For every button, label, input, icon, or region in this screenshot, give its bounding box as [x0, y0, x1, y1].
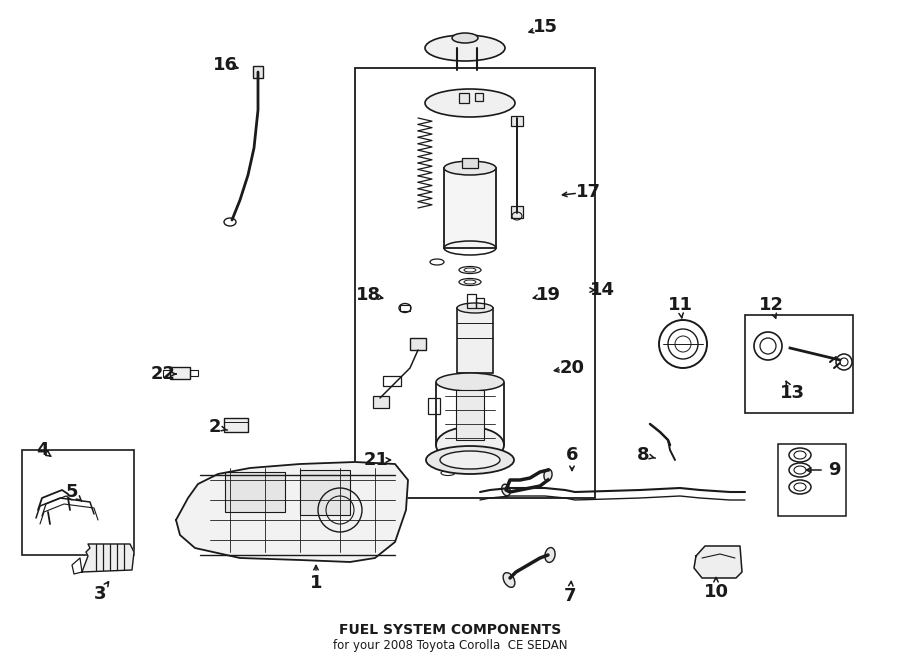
Text: 20: 20	[560, 359, 584, 377]
Bar	[778, 444, 846, 516]
Text: 13: 13	[779, 384, 805, 402]
Text: 12: 12	[759, 296, 784, 314]
Text: 16: 16	[212, 56, 238, 74]
Text: 22: 22	[150, 365, 176, 383]
Bar	[253, 66, 263, 78]
Bar	[476, 298, 484, 308]
Polygon shape	[82, 544, 134, 572]
Bar	[383, 376, 401, 386]
Bar	[462, 158, 478, 168]
Bar	[457, 308, 493, 373]
Bar	[300, 470, 350, 515]
Bar	[224, 418, 248, 432]
Text: 3: 3	[94, 585, 106, 603]
Bar	[467, 294, 476, 308]
Text: 21: 21	[364, 451, 389, 469]
Bar	[475, 93, 483, 101]
Ellipse shape	[440, 451, 500, 469]
Ellipse shape	[426, 446, 514, 474]
Bar	[456, 390, 484, 440]
Bar	[511, 116, 523, 126]
Ellipse shape	[503, 572, 515, 588]
Text: 1: 1	[310, 574, 322, 592]
Text: for your 2008 Toyota Corolla  CE SEDAN: for your 2008 Toyota Corolla CE SEDAN	[333, 639, 567, 652]
Ellipse shape	[425, 35, 505, 61]
Polygon shape	[694, 546, 742, 578]
Bar	[225, 472, 285, 512]
Ellipse shape	[457, 303, 493, 313]
Text: 4: 4	[36, 441, 49, 459]
Ellipse shape	[501, 485, 510, 496]
Bar	[400, 305, 410, 311]
Text: 5: 5	[66, 483, 78, 501]
Text: FUEL SYSTEM COMPONENTS: FUEL SYSTEM COMPONENTS	[339, 623, 561, 637]
Bar	[163, 370, 170, 377]
Bar	[511, 206, 523, 218]
Text: 7: 7	[563, 587, 576, 605]
Text: 9: 9	[828, 461, 841, 479]
Text: 10: 10	[704, 583, 728, 601]
Text: 18: 18	[356, 286, 381, 304]
Bar	[444, 168, 496, 248]
Ellipse shape	[425, 89, 515, 117]
Bar	[355, 68, 595, 498]
Bar	[190, 370, 198, 376]
Ellipse shape	[436, 427, 504, 463]
Text: 19: 19	[536, 286, 561, 304]
Bar	[459, 93, 469, 103]
Polygon shape	[176, 462, 408, 562]
Ellipse shape	[544, 547, 555, 563]
Bar	[428, 398, 440, 414]
Text: 8: 8	[636, 446, 649, 464]
Ellipse shape	[436, 373, 504, 391]
Text: 17: 17	[575, 183, 600, 201]
Text: 6: 6	[566, 446, 578, 464]
Ellipse shape	[452, 33, 478, 43]
Text: 15: 15	[533, 18, 557, 36]
Text: 2: 2	[209, 418, 221, 436]
Bar	[22, 450, 134, 555]
Ellipse shape	[544, 469, 552, 481]
Text: 11: 11	[668, 296, 692, 314]
Text: 14: 14	[590, 281, 615, 299]
Bar	[410, 338, 426, 350]
Bar	[170, 367, 190, 379]
Bar	[745, 315, 853, 413]
Bar	[373, 396, 389, 408]
Ellipse shape	[444, 161, 496, 175]
